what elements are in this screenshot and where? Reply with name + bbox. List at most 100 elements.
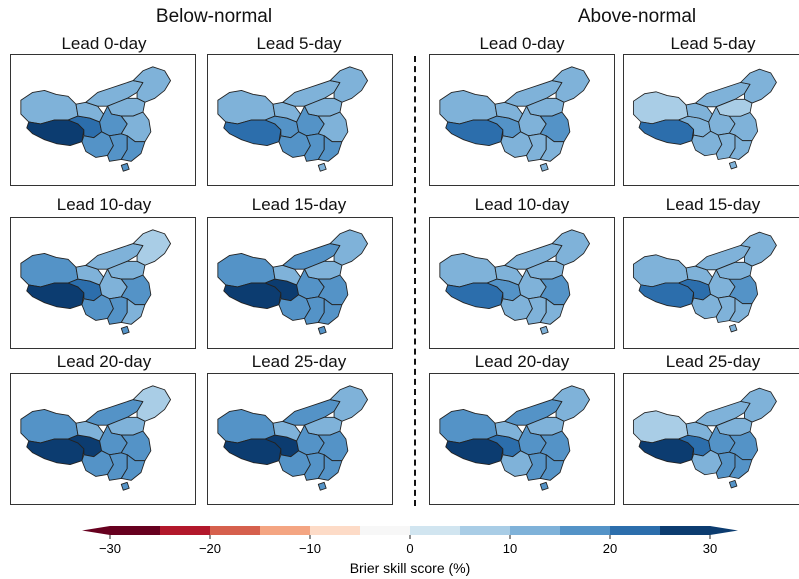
region-xinjiang — [632, 410, 689, 444]
group-divider — [414, 56, 416, 506]
region-tibet — [223, 119, 282, 147]
panel-label: Lead 0-day — [61, 34, 147, 53]
china-map — [439, 229, 590, 335]
region-northeast — [740, 231, 777, 267]
colorbar-tick-label: 30 — [703, 541, 717, 556]
china-map — [217, 385, 368, 491]
colorbar-tick-label: −10 — [299, 541, 321, 556]
map-panel — [429, 217, 615, 349]
panel-label: Lead 15-day — [665, 195, 761, 214]
region-tibet — [638, 119, 695, 145]
region-tibet — [26, 438, 85, 466]
colorbar-tick-label: −30 — [99, 541, 121, 556]
region-hainan — [728, 479, 738, 489]
region-northeast — [132, 66, 171, 103]
colorbar-tick-label: −20 — [199, 541, 221, 556]
china-map — [439, 66, 590, 172]
colorbar-segment — [410, 526, 461, 535]
colorbar-segment — [510, 526, 561, 535]
group-title-below-normal: Below-normal — [155, 6, 273, 27]
china-map — [20, 229, 171, 335]
region-tibet — [638, 282, 695, 308]
region-northeast — [329, 66, 368, 103]
colorbar-segment — [360, 526, 411, 535]
colorbar-tick-label: 20 — [603, 541, 617, 556]
region-hainan — [317, 481, 327, 491]
colorbar-segment — [660, 526, 711, 535]
region-tibet — [223, 438, 282, 466]
region-xinjiang — [217, 409, 276, 444]
colorbar-segment — [210, 526, 261, 535]
china-map — [632, 231, 777, 333]
map-panel — [10, 54, 196, 186]
colorbar-segment — [560, 526, 611, 535]
colorbar-segment — [310, 526, 361, 535]
colorbar-segment — [160, 526, 211, 535]
region-xinjiang — [20, 253, 79, 288]
china-map — [20, 66, 171, 172]
panel-label: Lead 10-day — [474, 195, 570, 214]
china-map — [217, 66, 368, 172]
region-hainan — [120, 481, 130, 491]
panel-label: Lead 5-day — [256, 34, 342, 53]
colorbar-segment — [110, 526, 161, 535]
map-panel — [10, 217, 196, 349]
map-panel — [10, 373, 196, 505]
region-southeast — [317, 298, 343, 325]
map-panel — [623, 217, 799, 349]
map-panel — [429, 54, 615, 186]
region-hainan — [728, 323, 738, 333]
region-hainan — [539, 162, 549, 172]
region-southeast — [539, 298, 565, 325]
region-tibet — [26, 282, 85, 310]
region-southeast — [120, 454, 146, 481]
panel-label: Lead 0-day — [479, 34, 565, 53]
region-xinjiang — [20, 90, 79, 125]
region-hainan — [728, 160, 738, 170]
map-panel — [207, 217, 393, 349]
region-northeast — [329, 229, 368, 266]
region-hainan — [317, 162, 327, 172]
colorbar-segment — [460, 526, 511, 535]
region-tibet — [445, 438, 504, 466]
region-hainan — [120, 162, 130, 172]
panel-label: Lead 25-day — [665, 352, 761, 371]
panel-label: Lead 20-day — [56, 352, 152, 371]
map-panel — [623, 373, 799, 505]
china-map — [20, 385, 171, 491]
panel-label: Lead 25-day — [251, 352, 347, 371]
region-xinjiang — [217, 253, 276, 288]
region-hainan — [317, 325, 327, 335]
panel-label: Lead 15-day — [251, 195, 347, 214]
region-northeast — [132, 385, 171, 422]
map-panel — [207, 373, 393, 505]
map-panel — [429, 373, 615, 505]
map-panel — [207, 54, 393, 186]
region-northeast — [551, 385, 590, 422]
panel-label: Lead 5-day — [670, 34, 756, 53]
region-southeast — [728, 453, 753, 479]
region-xinjiang — [439, 90, 498, 125]
colorbar: −30 −20 −10 0 10 20 30 Brier skill score (%) — [82, 526, 738, 576]
region-northeast — [740, 68, 777, 104]
region-hainan — [120, 325, 130, 335]
region-northeast — [551, 66, 590, 103]
region-southeast — [317, 135, 343, 162]
region-xinjiang — [632, 254, 689, 288]
region-tibet — [445, 119, 504, 147]
region-southeast — [728, 297, 753, 323]
region-tibet — [26, 119, 85, 147]
region-northeast — [132, 229, 171, 266]
panel-label: Lead 10-day — [56, 195, 152, 214]
china-map — [217, 229, 368, 335]
region-tibet — [223, 282, 282, 310]
region-northeast — [551, 229, 590, 266]
colorbar-segment — [610, 526, 661, 535]
colorbar-tick-label: 0 — [406, 541, 413, 556]
region-southeast — [120, 135, 146, 162]
region-southeast — [728, 134, 753, 160]
region-southeast — [539, 454, 565, 481]
colorbar-extend-high — [710, 526, 738, 535]
region-tibet — [638, 438, 695, 464]
region-xinjiang — [20, 409, 79, 444]
